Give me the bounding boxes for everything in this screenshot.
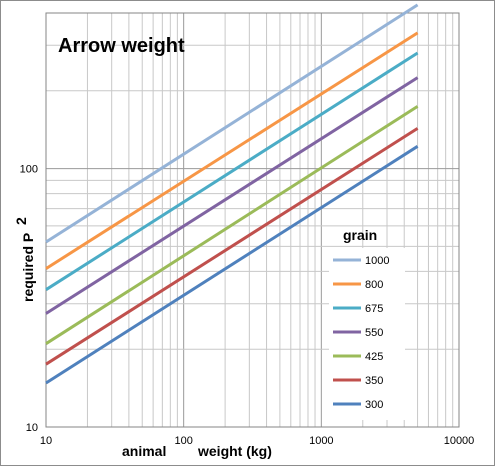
- y-tick-label: 100: [20, 164, 38, 176]
- legend-title: grain: [343, 227, 377, 243]
- x-tick-label: 10: [40, 435, 52, 447]
- series-line-675: [45, 51, 419, 291]
- legend-label-1000: 1000: [365, 255, 389, 267]
- y-axis-label-sup: 2: [13, 217, 29, 225]
- legend-label-300: 300: [365, 399, 383, 411]
- chart-title: Arrow weight: [58, 35, 185, 57]
- legend-background: [329, 248, 405, 420]
- tick-labels: 10 100 1000 10000 10 100: [20, 164, 475, 447]
- x-axis-label-suffix: weight (kg): [197, 443, 272, 459]
- legend-label-550: 550: [365, 327, 383, 339]
- y-axis-label-text: required P: [20, 233, 36, 302]
- y-axis-label: required P 2: [13, 217, 36, 302]
- x-tick-label: 100: [174, 435, 192, 447]
- x-tick-label: 10000: [444, 435, 475, 447]
- series-line-800: [45, 31, 419, 270]
- legend-label-675: 675: [365, 303, 383, 315]
- plot-border: [45, 12, 460, 428]
- series-lines: [45, 3, 419, 385]
- series-line-350: [45, 127, 419, 366]
- series-line-425: [45, 105, 419, 345]
- legend-label-425: 425: [365, 351, 383, 363]
- series-line-1000: [45, 3, 419, 244]
- series-line-300: [45, 145, 419, 385]
- legend-label-800: 800: [365, 279, 383, 291]
- legend: grain 1000 800 675 550 425 350 300: [329, 227, 405, 420]
- series-line-550: [45, 76, 419, 315]
- x-tick-label: 1000: [309, 435, 333, 447]
- x-axis-label-prefix: animal: [122, 443, 166, 459]
- y-tick-label: 10: [26, 422, 38, 434]
- legend-label-350: 350: [365, 375, 383, 387]
